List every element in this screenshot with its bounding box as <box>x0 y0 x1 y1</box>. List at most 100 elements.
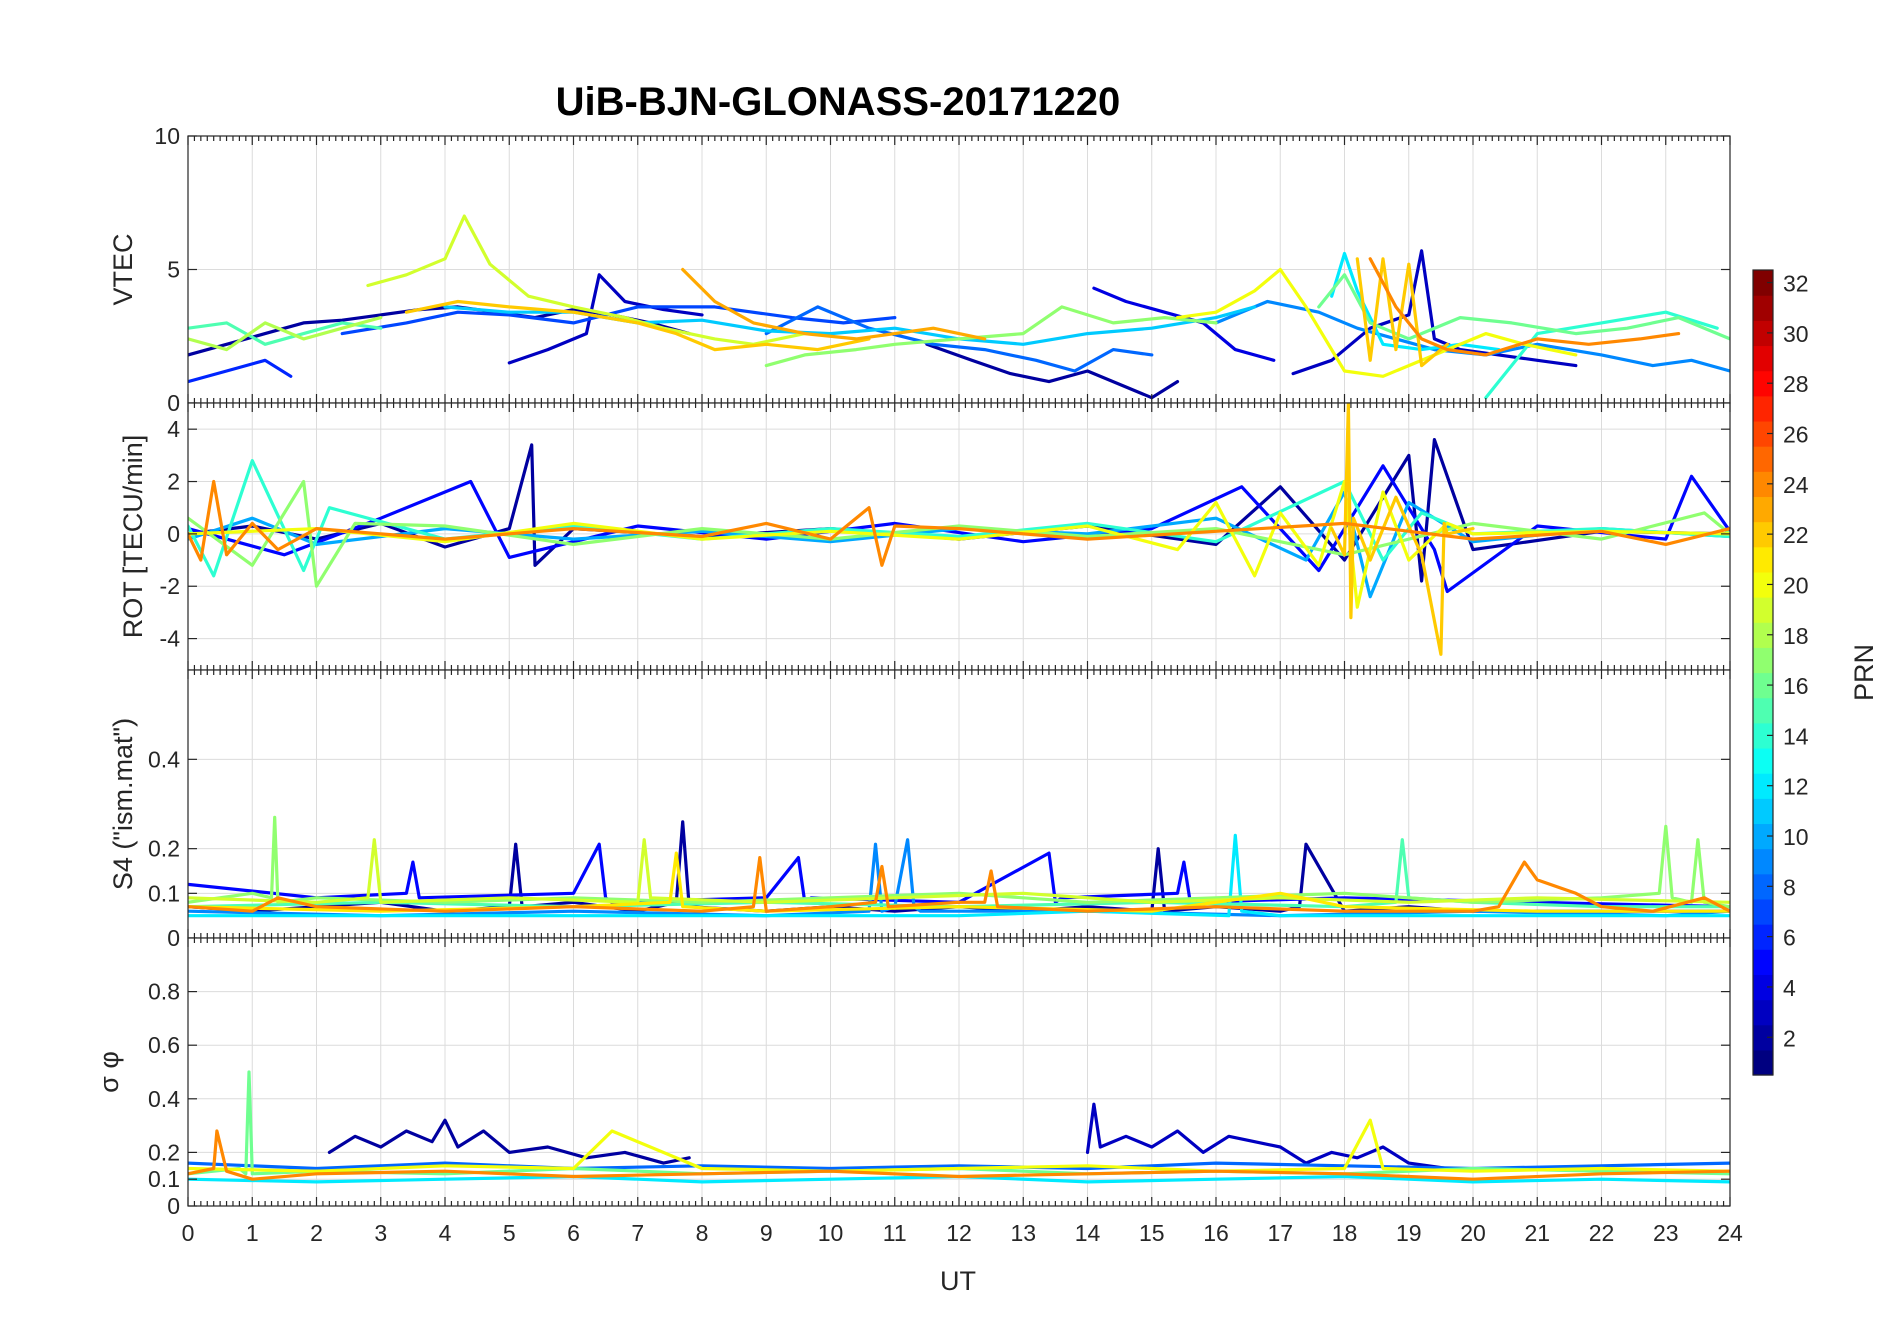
panel-4: 00.10.2 0.4 0.6 0.8 σ φ <box>94 937 1731 1219</box>
colorbar-swatch <box>1753 823 1773 850</box>
colorbar-tick-label: 14 <box>1783 723 1809 749</box>
series-line-prn-3 <box>507 273 704 365</box>
series-line-prn-18 <box>188 316 383 352</box>
x-tick-label: 8 <box>696 1220 709 1246</box>
x-tick-label: 21 <box>1524 1220 1550 1246</box>
y-tick-label: -4 <box>160 626 181 652</box>
y-axis-label: ROT [TECU/min] <box>118 435 148 639</box>
series-line-prn-24 <box>1368 257 1681 357</box>
colorbar-swatch <box>1753 395 1773 422</box>
y-axis-label: σ φ <box>94 1051 124 1093</box>
x-tick-label: 24 <box>1717 1220 1743 1246</box>
x-tick-label: 13 <box>1010 1220 1036 1246</box>
series-line-prn-24 <box>188 1129 1730 1181</box>
colorbar-tick-label: 18 <box>1783 623 1809 649</box>
traces <box>188 214 1730 400</box>
colorbar-swatch <box>1753 773 1773 799</box>
x-tick-label: 17 <box>1267 1220 1293 1246</box>
colorbar-swatch <box>1753 999 1773 1026</box>
colorbar-swatch <box>1753 898 1773 925</box>
x-tick-label: 23 <box>1653 1220 1679 1246</box>
colorbar-tick-label: 12 <box>1783 774 1809 800</box>
traces <box>188 1070 1730 1184</box>
colorbar-swatch <box>1753 722 1773 749</box>
x-tick-label: 20 <box>1460 1220 1486 1246</box>
x-tick-label: 4 <box>439 1220 452 1246</box>
y-axis-label: S4 ("ism.mat") <box>108 718 138 890</box>
colorbar-swatch <box>1753 546 1773 573</box>
colorbar-tick-label: 2 <box>1783 1025 1796 1051</box>
colorbar-swatch <box>1753 320 1773 347</box>
colorbar-swatch <box>1753 597 1773 623</box>
x-tick-label: 2 <box>310 1220 323 1246</box>
panel-1: 0 5 10 VTEC <box>108 123 1731 416</box>
colorbar-swatch <box>1753 924 1773 950</box>
x-tick-label: 14 <box>1075 1220 1101 1246</box>
colorbar-swatch <box>1753 848 1773 875</box>
x-tick-label: 10 <box>818 1220 844 1246</box>
colorbar-swatch <box>1753 798 1773 825</box>
colorbar-swatch <box>1753 747 1773 774</box>
colorbar-swatch <box>1753 672 1773 699</box>
colorbar-tick-label: 10 <box>1783 824 1809 850</box>
series-line-prn-12 <box>188 833 1730 918</box>
colorbar-swatch <box>1753 471 1773 498</box>
y-tick-label: 0 <box>167 390 180 416</box>
series-line-prn-22 <box>404 299 871 352</box>
colorbar-tick-label: 30 <box>1783 321 1809 347</box>
colorbar-swatch <box>1753 949 1773 975</box>
x-tick-label: 11 <box>883 1220 907 1246</box>
colorbar-swatch <box>1753 446 1773 472</box>
x-tick-label: 0 <box>182 1220 195 1246</box>
series-line-prn-22 <box>1355 257 1449 368</box>
colorbar-swatch <box>1753 345 1773 372</box>
x-tick-label: 5 <box>503 1220 516 1246</box>
colorbar-frame <box>1752 269 1774 1076</box>
chart-title: UiB-BJN-GLONASS-20171220 <box>556 80 1121 124</box>
y-tick-label: 0.1 <box>148 1166 180 1192</box>
series-line-prn-17 <box>764 305 1218 368</box>
colorbar-tick-label: 20 <box>1783 572 1809 598</box>
colorbar-swatch <box>1753 873 1773 900</box>
colorbar-tick-label: 4 <box>1783 975 1796 1001</box>
y-tick-label: 4 <box>167 416 180 442</box>
y-tick-label: 5 <box>167 257 180 283</box>
series-line-prn-15 <box>188 321 383 346</box>
x-tick-label: 15 <box>1139 1220 1165 1246</box>
y-tick-label: -2 <box>160 573 180 599</box>
traces <box>188 815 1730 918</box>
y-tick-label: 0 <box>167 1193 180 1219</box>
series-line-prn-14 <box>1484 310 1719 400</box>
series-line-prn-16 <box>1317 273 1730 341</box>
x-tick-label: 3 <box>374 1220 387 1246</box>
colorbar-swatch <box>1753 1024 1773 1051</box>
x-tick-label: 1 <box>246 1220 259 1246</box>
y-tick-label: 0.4 <box>148 1086 180 1112</box>
y-tick-label: 0.1 <box>148 880 180 906</box>
series-line-prn-17 <box>188 815 1730 909</box>
series-line-prn-20 <box>188 1118 1730 1173</box>
colorbar-tick-label: 22 <box>1783 522 1809 548</box>
series-line-prn-19 <box>366 214 807 346</box>
colorbar-swatch <box>1753 697 1773 724</box>
x-tick-label: 7 <box>631 1220 644 1246</box>
y-tick-label: 0.2 <box>148 836 180 862</box>
x-tick-label: 9 <box>760 1220 773 1246</box>
series-line-prn-19 <box>188 838 1730 904</box>
series-line-prn-23 <box>681 267 987 341</box>
x-tick-labels: 0 1 2 3 4 5 6 7 8 9 10 11 12 13 14 15 16 17 18 19 20 21 22 23 24 <box>182 1220 1743 1246</box>
y-tick-label: 10 <box>154 123 180 149</box>
colorbar-tick-label: 16 <box>1783 673 1809 699</box>
series-line-prn-8 <box>764 305 1154 373</box>
series-line-prn-5 <box>188 464 1730 594</box>
y-tick-label: 0 <box>167 521 180 547</box>
colorbar-swatch <box>1753 370 1773 397</box>
panel-3: 0 0.1 0.2 0.4 S4 ("ism.mat") <box>108 669 1731 951</box>
series-line-prn-2 <box>925 342 1180 400</box>
x-tick-label: 6 <box>567 1220 580 1246</box>
panel-2: -4 -2 0 2 4 ROT [TECU/min] <box>118 402 1731 671</box>
y-tick-label: 0.6 <box>148 1032 180 1058</box>
colorbar-tick-label: 26 <box>1783 422 1809 448</box>
